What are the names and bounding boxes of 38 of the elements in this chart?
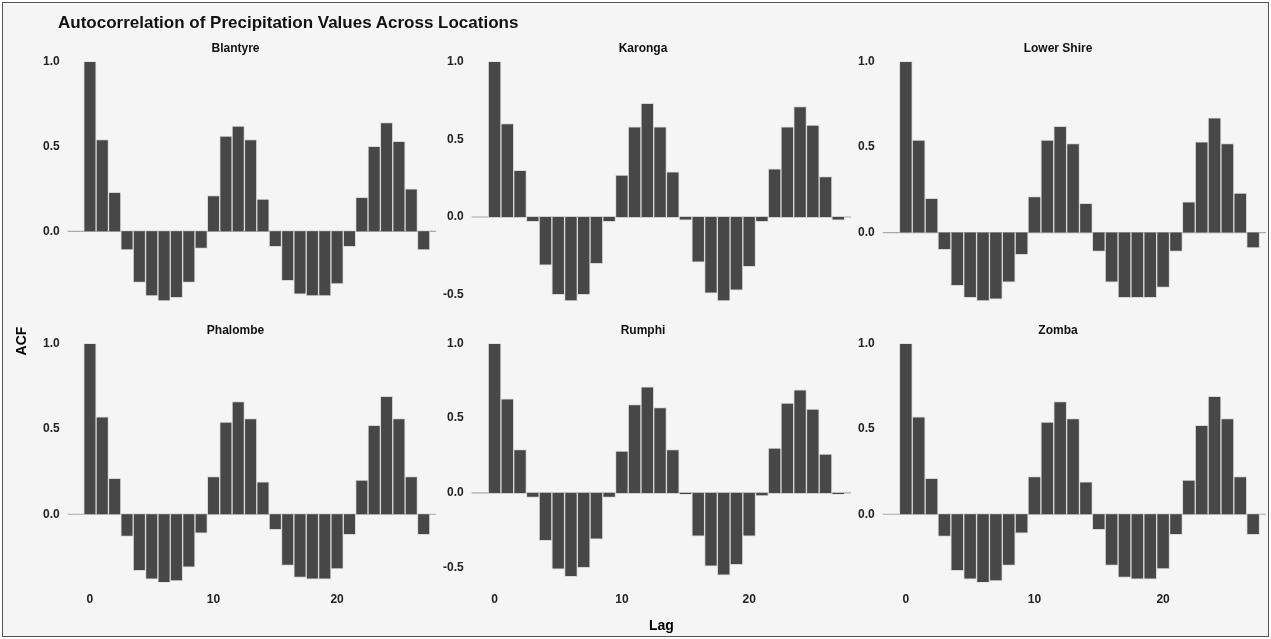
y-tick-label: 1.0 <box>857 53 875 68</box>
x-tick-label: 10 <box>206 592 221 607</box>
y-tick-label: 0.0 <box>42 223 60 238</box>
x-tick-label: 20 <box>742 592 757 607</box>
y-axis-title: ACF <box>13 326 30 356</box>
y-tick-label: 1.0 <box>42 335 60 350</box>
y-tick-label: 0.5 <box>857 421 875 436</box>
y-tick-label: 0.0 <box>42 506 60 521</box>
y-tick-label: 0.5 <box>446 410 464 425</box>
x-tick-label: 20 <box>1156 592 1171 607</box>
chart-title: Phalombe <box>206 322 265 337</box>
y-tick-label: -0.5 <box>442 287 464 302</box>
x-tick-label: 20 <box>330 592 345 607</box>
chart-title: Karonga <box>618 40 668 55</box>
y-tick-label: -0.5 <box>442 559 464 574</box>
x-tick-label: 0 <box>86 592 94 607</box>
y-tick-label: 0.5 <box>42 138 60 153</box>
x-tick-label: 10 <box>1027 592 1042 607</box>
y-tick-label: 1.0 <box>446 53 464 68</box>
chart-title: Rumphi <box>620 322 666 337</box>
chart-title: Blantyre <box>211 40 260 55</box>
y-tick-label: 0.5 <box>446 131 464 146</box>
y-tick-label: 0.5 <box>42 421 60 436</box>
x-axis-title: Lag <box>649 617 674 633</box>
y-tick-label: 0.0 <box>857 506 875 521</box>
y-tick-label: 1.0 <box>857 335 875 350</box>
x-tick-label: 0 <box>491 592 499 607</box>
text: Autocorrelation of Precipitation Values Across Locations <box>58 13 519 33</box>
y-tick-label: 0.0 <box>857 224 875 239</box>
chart-title: Lower Shire <box>1023 40 1093 55</box>
y-tick-label: 1.0 <box>446 335 464 350</box>
x-tick-label: 10 <box>615 592 629 607</box>
y-tick-label: 0.0 <box>446 485 464 500</box>
chart-title: Zomba <box>1038 322 1078 337</box>
y-tick-label: 1.0 <box>42 53 60 68</box>
y-tick-label: 0.5 <box>857 139 875 154</box>
y-tick-label: 0.0 <box>446 209 464 224</box>
x-tick-label: 0 <box>902 592 910 607</box>
